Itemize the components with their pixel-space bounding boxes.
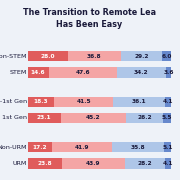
Bar	[165, 96, 171, 107]
Bar	[164, 142, 171, 152]
Bar	[121, 51, 162, 61]
Bar	[113, 96, 165, 107]
Text: 36.1: 36.1	[132, 99, 147, 104]
Bar	[54, 96, 113, 107]
Bar	[52, 142, 112, 152]
Bar	[68, 51, 121, 61]
Bar	[163, 113, 171, 123]
Text: Non-1st Gen: Non-1st Gen	[0, 99, 27, 104]
Text: Non-URM: Non-URM	[0, 145, 27, 150]
Text: URM: URM	[13, 161, 27, 166]
Text: 41.5: 41.5	[76, 99, 91, 104]
Bar	[28, 158, 62, 169]
Text: 41.9: 41.9	[75, 145, 90, 150]
Text: 45.2: 45.2	[86, 115, 100, 120]
Text: 26.2: 26.2	[137, 115, 152, 120]
Bar	[61, 113, 126, 123]
Text: 5.5: 5.5	[162, 115, 172, 120]
Text: 28.0: 28.0	[40, 54, 55, 59]
Bar	[125, 158, 165, 169]
Text: 3.6: 3.6	[163, 70, 174, 75]
Bar	[62, 158, 125, 169]
Text: 29.2: 29.2	[134, 54, 149, 59]
Text: 23.8: 23.8	[37, 161, 52, 166]
Text: 18.3: 18.3	[33, 99, 48, 104]
Text: 34.2: 34.2	[134, 70, 149, 75]
Text: 5.1: 5.1	[162, 145, 173, 150]
Text: 4.1: 4.1	[163, 161, 173, 166]
Text: 23.1: 23.1	[37, 115, 51, 120]
Text: 35.8: 35.8	[131, 145, 145, 150]
Text: 6.0: 6.0	[161, 54, 172, 59]
Text: 1st Gen: 1st Gen	[2, 115, 27, 120]
Text: STEM: STEM	[10, 70, 27, 75]
Text: 4.1: 4.1	[163, 99, 173, 104]
Bar	[112, 142, 164, 152]
Text: 14.6: 14.6	[31, 70, 45, 75]
Bar	[165, 158, 171, 169]
Text: Non-STEM: Non-STEM	[0, 54, 27, 59]
Bar	[49, 67, 117, 78]
Bar	[28, 113, 61, 123]
Bar	[28, 67, 49, 78]
Bar	[28, 96, 54, 107]
Text: The Transition to Remote Lea
Has Been Easy: The Transition to Remote Lea Has Been Ea…	[23, 8, 156, 29]
Bar	[162, 51, 171, 61]
Text: 47.6: 47.6	[75, 70, 90, 75]
Text: 36.8: 36.8	[87, 54, 102, 59]
Bar	[126, 113, 163, 123]
Text: 43.9: 43.9	[86, 161, 100, 166]
Bar	[117, 67, 166, 78]
Bar	[166, 67, 171, 78]
Bar	[28, 142, 52, 152]
Text: 28.2: 28.2	[138, 161, 152, 166]
Bar	[28, 51, 68, 61]
Text: 17.2: 17.2	[33, 145, 47, 150]
